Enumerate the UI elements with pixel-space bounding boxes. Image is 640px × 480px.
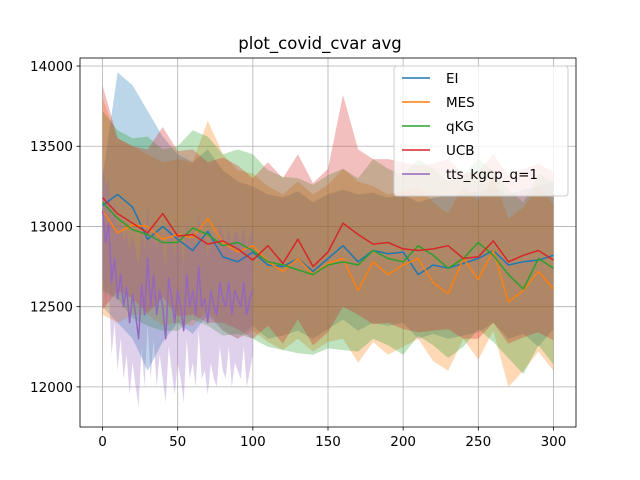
legend-label-ucb: UCB [446, 143, 475, 159]
confidence-bands [102, 72, 554, 407]
band-tts-kgcp-q-1 [102, 162, 253, 407]
x-tick-label: 300 [541, 434, 567, 450]
line-ei [102, 193, 554, 276]
x-tick-label: 100 [240, 434, 266, 450]
x-tick-label: 50 [169, 434, 186, 450]
y-tick-label: 12500 [30, 300, 73, 316]
y-tick-label: 13500 [30, 139, 73, 155]
x-tick-label: 250 [465, 434, 491, 450]
band-mes [102, 98, 554, 387]
y-tick-label: 14000 [30, 59, 73, 75]
x-tick-label: 150 [315, 434, 341, 450]
chart-title: plot_covid_cvar avg [238, 34, 401, 54]
legend-label-qkg: qKG [446, 119, 474, 135]
line-mes [101, 209, 555, 303]
y-tick-label: 13000 [30, 219, 73, 235]
legend-label-tts-kgcp-q-1: tts_kgcp_q=1 [446, 167, 538, 183]
x-tick-label: 0 [98, 434, 107, 450]
line-tts-kgcp-q-1 [101, 210, 254, 340]
legend-box [393, 65, 569, 197]
line-ucb [101, 197, 554, 268]
y-tick-label: 12000 [30, 380, 73, 396]
band-ei [102, 72, 554, 371]
legend: EI MES qKG UCB tts_kgcp_q=1 [393, 65, 569, 197]
line-qkg [101, 201, 554, 290]
legend-label-ei: EI [446, 71, 459, 87]
x-tick-label: 200 [390, 434, 416, 450]
axis-ticks: 0 50 100 150 200 250 300 12000 12500 13000 13500 14… [30, 59, 566, 450]
series-lines [101, 193, 555, 340]
band-ucb [102, 85, 554, 346]
legend-label-mes: MES [446, 95, 475, 111]
